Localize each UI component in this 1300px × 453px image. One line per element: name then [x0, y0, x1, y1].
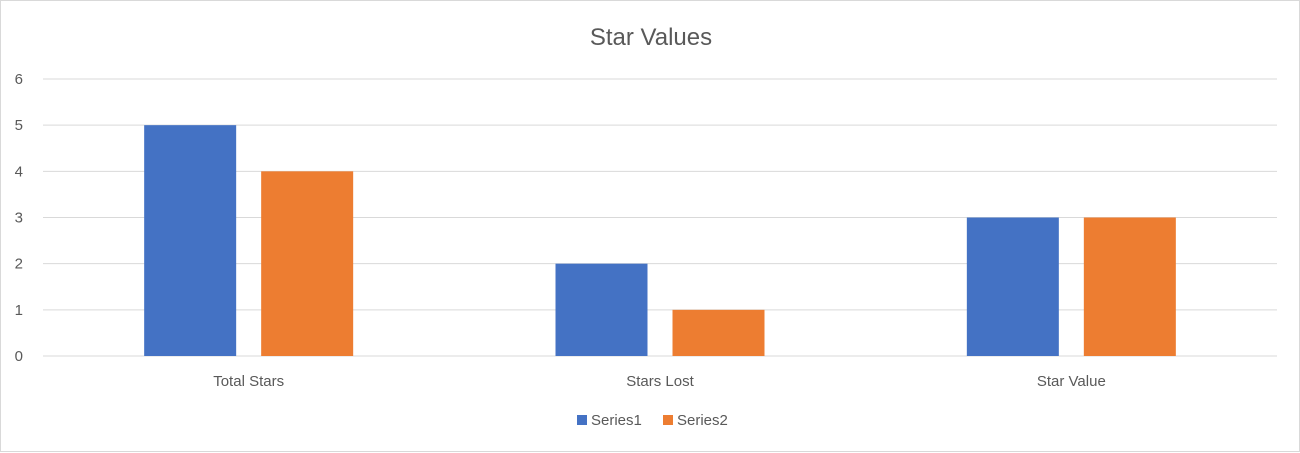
x-tick-label-0: Total Stars	[213, 373, 284, 390]
chart-title: Star Values	[590, 24, 712, 51]
x-axis-labels: Total Stars Stars Lost Star Value	[213, 373, 1106, 390]
gridlines	[43, 78, 1277, 357]
bar-series2-star-value	[1083, 217, 1176, 356]
y-tick-label-1: 1	[15, 302, 23, 319]
bar-series1-total-stars	[144, 125, 237, 357]
y-tick-label-4: 4	[15, 163, 23, 180]
legend-swatch-0	[577, 415, 587, 425]
x-tick-label-1: Stars Lost	[626, 373, 694, 390]
bars	[144, 125, 1176, 357]
bar-series1-stars-lost	[555, 263, 648, 356]
y-tick-label-6: 6	[15, 71, 23, 88]
x-tick-label-2: Star Value	[1037, 373, 1106, 390]
y-tick-label-5: 5	[15, 117, 23, 134]
bar-series1-star-value	[966, 217, 1059, 356]
y-tick-label-0: 0	[15, 348, 23, 365]
legend: Series1 Series2	[577, 412, 728, 429]
y-tick-label-3: 3	[15, 210, 23, 227]
y-axis-ticks: 0 1 2 3 4 5 6	[15, 71, 23, 365]
bar-series2-stars-lost	[672, 309, 765, 356]
y-tick-label-2: 2	[15, 256, 23, 273]
legend-label-1: Series2	[677, 412, 728, 429]
legend-swatch-1	[663, 415, 673, 425]
legend-label-0: Series1	[591, 412, 642, 429]
bar-series2-total-stars	[261, 171, 354, 356]
